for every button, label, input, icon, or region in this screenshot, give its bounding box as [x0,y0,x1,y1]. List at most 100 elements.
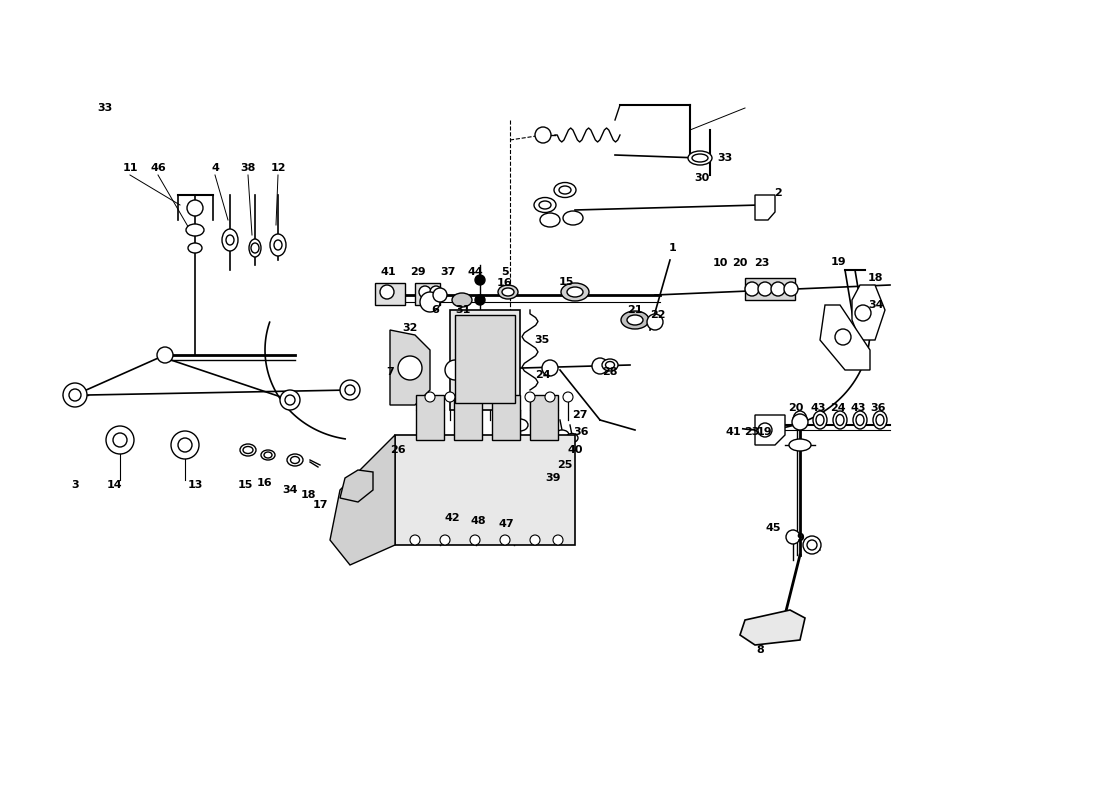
Circle shape [410,535,420,545]
Circle shape [792,414,808,430]
Polygon shape [755,195,775,220]
Text: 28: 28 [603,367,618,377]
Circle shape [433,288,447,302]
Bar [415,283,440,305]
Text: 9: 9 [796,533,804,543]
Bar [416,395,444,440]
Ellipse shape [534,423,546,433]
Circle shape [500,535,510,545]
Text: 33: 33 [98,103,112,113]
Text: 15: 15 [559,277,574,287]
Ellipse shape [816,414,824,426]
Text: 18: 18 [867,273,882,283]
Text: 34: 34 [283,485,298,495]
Ellipse shape [274,240,282,250]
Ellipse shape [602,359,618,371]
Circle shape [647,314,663,330]
Circle shape [758,423,772,437]
Text: 47: 47 [498,519,514,529]
Bar [455,315,515,403]
Ellipse shape [836,414,844,426]
Ellipse shape [692,154,708,162]
Circle shape [157,347,173,363]
Ellipse shape [240,444,256,456]
Text: 2: 2 [774,188,782,198]
Polygon shape [740,610,805,645]
Ellipse shape [852,411,867,429]
Circle shape [771,282,785,296]
Text: 33: 33 [717,153,733,163]
Text: 45: 45 [766,523,781,533]
Ellipse shape [243,446,253,454]
Ellipse shape [813,411,827,429]
Ellipse shape [512,419,528,431]
Text: 13: 13 [187,480,202,490]
Text: 12: 12 [271,163,286,173]
Text: 16: 16 [257,478,273,488]
Text: 41: 41 [725,427,740,437]
Text: 34: 34 [868,300,883,310]
Bar [450,310,520,410]
Bar [492,395,520,440]
Circle shape [855,305,871,321]
Circle shape [113,433,127,447]
Ellipse shape [186,224,204,236]
Text: 42: 42 [444,513,460,523]
Ellipse shape [605,362,615,369]
Ellipse shape [627,315,644,325]
Text: 38: 38 [240,163,255,173]
Circle shape [475,295,485,305]
Text: 25: 25 [558,460,573,470]
Ellipse shape [856,414,864,426]
Ellipse shape [261,450,275,460]
Polygon shape [395,435,575,545]
Text: 3: 3 [72,480,79,490]
Circle shape [525,392,535,402]
Circle shape [420,292,440,312]
Ellipse shape [566,287,583,297]
Circle shape [425,392,435,402]
Text: 29: 29 [410,267,426,277]
Text: 27: 27 [572,410,587,420]
Circle shape [505,392,515,402]
Text: 48: 48 [470,516,486,526]
Text: 8: 8 [756,645,763,655]
Ellipse shape [264,452,272,458]
Text: 36: 36 [870,403,886,413]
Ellipse shape [621,311,649,329]
Circle shape [280,390,300,410]
Ellipse shape [222,229,238,251]
Bar [530,395,558,440]
Text: 4: 4 [211,163,219,173]
Circle shape [535,127,551,143]
Ellipse shape [559,186,571,194]
Ellipse shape [539,201,551,209]
Ellipse shape [251,243,258,253]
Circle shape [758,282,772,296]
Circle shape [440,535,450,545]
Circle shape [563,392,573,402]
Ellipse shape [540,213,560,227]
Circle shape [784,282,798,296]
Ellipse shape [793,411,807,429]
Text: 24: 24 [536,370,551,380]
Ellipse shape [452,293,472,307]
Circle shape [803,536,821,554]
Text: 5: 5 [502,267,509,277]
Text: 37: 37 [440,267,455,277]
Text: 36: 36 [573,427,588,437]
Ellipse shape [226,235,234,245]
Circle shape [807,540,817,550]
Ellipse shape [796,414,804,426]
Ellipse shape [270,234,286,256]
Ellipse shape [498,285,518,299]
Text: 41: 41 [381,267,396,277]
Text: 19: 19 [757,427,773,437]
Text: 17: 17 [312,500,328,510]
Ellipse shape [833,411,847,429]
Circle shape [430,286,442,298]
Text: 10: 10 [713,258,728,268]
Ellipse shape [566,434,578,442]
Polygon shape [330,435,395,565]
Text: 39: 39 [546,473,561,483]
